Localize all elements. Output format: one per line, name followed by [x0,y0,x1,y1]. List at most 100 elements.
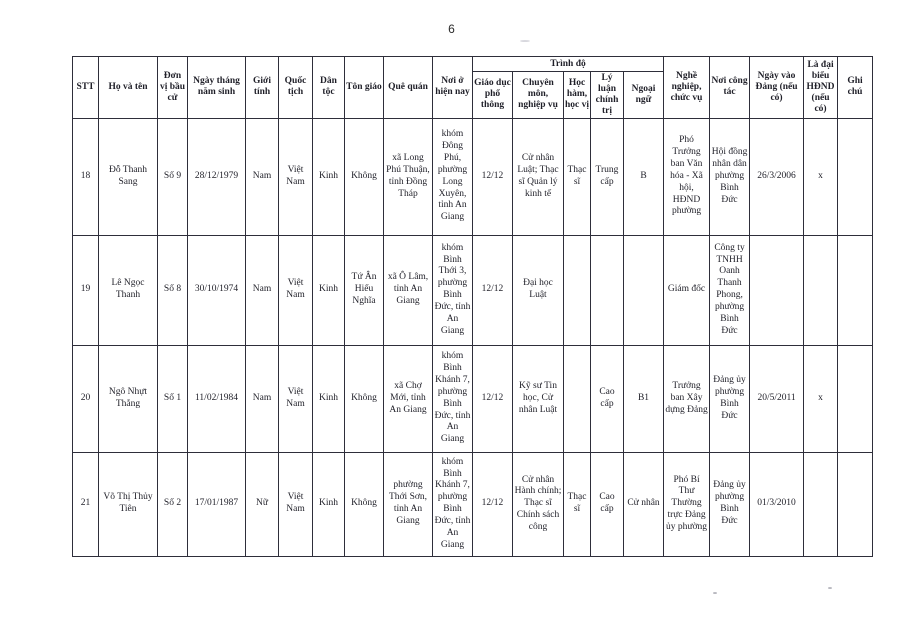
table-cell-r19-c3: Số 8 [157,234,188,346]
table-cell-r18-c20 [837,117,874,236]
header-subcell-col-15: Ngoại ngữ [622,71,665,119]
table-cell-r19-c5: Nam [245,234,279,346]
header-subcell-col-11: Giáo dục phổ thông [472,71,513,119]
table-cell-r21-c14: Cao cấp [590,451,624,557]
table-cell-r18-c4: 28/12/1979 [187,117,246,236]
table-cell-r18-c17: Hội đồng nhân dân phường Bình Đức [709,117,751,236]
table-cell-r21-c15: Cử nhân [622,451,665,557]
table-cell-r21-c9: phường Thới Sơn, tỉnh An Giang [383,451,433,557]
header-cell-col-4: Ngày tháng năm sinh [187,56,246,119]
header-row-top: STT Họ và tên Đơn vị bầu cử Ngày tháng năm … [72,56,874,119]
table-cell-r19-c9: xã Ô Lâm, tỉnh An Giang [383,234,433,346]
table-cell-r18-c7: Kinh [312,117,345,236]
table-cell-r20-c3: Số 1 [157,344,188,453]
header-cell-col-5: Giới tính [245,56,279,119]
table-cell-r18-c3: Số 9 [157,117,188,236]
table-cell-r19-c18 [749,234,805,346]
table-cell-r21-c8: Không [344,451,384,557]
table-cell-r21-c1: 21 [72,451,99,557]
table-cell-r20-c17: Đảng ủy phường Bình Đức [709,344,751,453]
header-subcell-col-12: Chuyên môn, nghiệp vụ [512,71,564,119]
table-cell-r20-c4: 11/02/1984 [187,344,246,453]
table-cell-r18-c18: 26/3/2006 [749,117,805,236]
candidate-table: STT Họ và tên Đơn vị bầu cử Ngày tháng năm … [72,56,874,557]
table-cell-r21-c18: 01/3/2010 [749,451,805,557]
table-cell-r21-c19 [803,451,839,557]
table-cell-r18-c15: B [622,117,665,236]
header-subcell-col-13: Học hàm, học vị [563,71,591,119]
table-cell-r20-c20 [837,344,874,453]
table-cell-r21-c20 [837,451,874,557]
table-cell-r19-c6: Việt Nam [278,234,313,346]
table-cell-r18-c9: xã Long Phú Thuận, tỉnh Đồng Tháp [383,117,433,236]
table-cell-r19-c15 [622,234,665,346]
scan-speck [713,592,717,594]
table-cell-r18-c1: 18 [72,117,99,236]
table-row-20: 20 Ngô Nhựt Thắng Số 1 11/02/1984 Nam Việt Na… [72,344,874,453]
header-cell-col-17: Nơi công tác [709,56,751,119]
table-cell-r18-c12: Cử nhân Luật; Thạc sĩ Quản lý kinh tế [512,117,564,236]
table-cell-r21-c7: Kinh [312,451,345,557]
table-cell-r20-c6: Việt Nam [278,344,313,453]
table-cell-r19-c4: 30/10/1974 [187,234,246,346]
table-cell-r19-c1: 19 [72,234,99,346]
table-cell-r21-c13: Thạc sĩ [563,451,591,557]
table-cell-r18-c19: x [803,117,839,236]
table-cell-r20-c16: Trưởng ban Xây dựng Đảng [663,344,711,453]
table-cell-r19-c10: khóm Bình Thới 3, phường Bình Đức, tỉnh … [432,234,473,346]
table-cell-r20-c2: Ngô Nhựt Thắng [98,344,158,453]
page-number: 6 [448,22,455,36]
header-cell-col-7: Dân tộc [312,56,345,119]
table-cell-r18-c14: Trung cấp [590,117,624,236]
table-cell-r19-c11: 12/12 [472,234,513,346]
table-cell-r21-c10: khóm Bình Khánh 7, phường Bình Đức, tỉnh… [432,451,473,557]
header-cell-col-9: Quê quán [383,56,433,119]
table-cell-r18-c8: Không [344,117,384,236]
header-cell-col-20: Ghi chú [837,56,874,119]
table-cell-r19-c12: Đại học Luật [512,234,564,346]
table-cell-r21-c6: Việt Nam [278,451,313,557]
header-cell-col-6: Quốc tịch [278,56,313,119]
table-cell-r21-c11: 12/12 [472,451,513,557]
table-cell-r20-c7: Kinh [312,344,345,453]
table-row-18: 18 Đỗ Thanh Sang Số 9 28/12/1979 Nam Việt Nam… [72,117,874,236]
header-row-sub: Giáo dục phổ thông Chuyên môn, nghiệp vụ H… [73,71,873,119]
table-cell-r21-c16: Phó Bí Thư Thường trực Đảng ủy phường [663,451,711,557]
table-cell-r20-c9: xã Chợ Mới, tỉnh An Giang [383,344,433,453]
table-cell-r20-c18: 20/5/2011 [749,344,805,453]
table-cell-r20-c15: B1 [622,344,665,453]
header-cell-col-2: Họ và tên [98,56,158,119]
table-cell-r18-c5: Nam [245,117,279,236]
table-cell-r18-c6: Việt Nam [278,117,313,236]
table-cell-r18-c2: Đỗ Thanh Sang [98,117,158,236]
table-cell-r20-c10: khóm Bình Khánh 7, phường Bình Đức, tỉnh… [432,344,473,453]
table-cell-r19-c13 [563,234,591,346]
scan-smudge [520,40,530,42]
table-cell-r21-c4: 17/01/1987 [187,451,246,557]
table-cell-r20-c5: Nam [245,344,279,453]
table-cell-r21-c17: Đảng ủy phường Bình Đức [709,451,751,557]
header-cell-col-1: STT [72,56,99,119]
table-cell-r18-c11: 12/12 [472,117,513,236]
header-cell-col-16: Nghề nghiệp, chức vụ [663,56,711,119]
table-row-19: 19 Lê Ngọc Thanh Số 8 30/10/1974 Nam Việt Nam… [72,234,874,346]
table-cell-r18-c10: khóm Đông Phú, phường Long Xuyên, tỉnh A… [432,117,473,236]
table-cell-r20-c1: 20 [72,344,99,453]
header-cell-col-18: Ngày vào Đảng (nếu có) [749,56,805,119]
table-cell-r19-c19 [803,234,839,346]
table-cell-r18-c13: Thạc sĩ [563,117,591,236]
table-cell-r21-c3: Số 2 [157,451,188,557]
table-header: STT Họ và tên Đơn vị bầu cử Ngày tháng năm … [72,56,874,119]
table-cell-r19-c17: Công ty TNHH Oanh Thanh Phong, phường Bì… [709,234,751,346]
table-cell-r20-c13 [563,344,591,453]
table-cell-r19-c8: Tứ Ân Hiếu Nghĩa [344,234,384,346]
header-group-trinh-do: Trình độ [471,56,665,72]
table-cell-r20-c19: x [803,344,839,453]
table-body: 18 Đỗ Thanh Sang Số 9 28/12/1979 Nam Việt Nam… [72,117,874,557]
table-cell-r21-c5: Nữ [245,451,279,557]
header-cell-col-19: Là đại biểu HĐND (nếu có) [803,56,839,119]
header-subcell-col-14: Lý luận chính trị [590,71,624,119]
table-cell-r19-c7: Kinh [312,234,345,346]
header-cell-col-3: Đơn vị bầu cử [157,56,188,119]
